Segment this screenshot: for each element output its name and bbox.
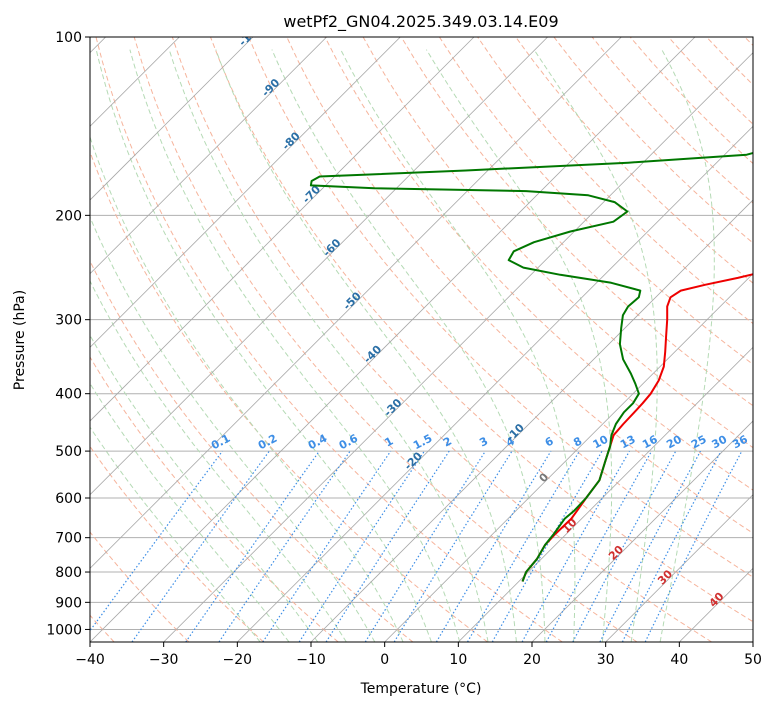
isotherm-line bbox=[90, 37, 696, 642]
mixing-ratio-label: 36 bbox=[730, 433, 750, 452]
dry-adiabat bbox=[90, 150, 488, 642]
mixing-ratio-line bbox=[599, 450, 702, 642]
dry-adiabat bbox=[95, 37, 563, 642]
isotherms bbox=[90, 37, 753, 642]
dry-adiabat bbox=[210, 37, 753, 623]
mixing-ratio-line bbox=[521, 450, 631, 642]
y-tick-label: 100 bbox=[55, 30, 82, 46]
y-tick-label: 1000 bbox=[46, 622, 82, 638]
mixing-ratio-line bbox=[491, 450, 603, 642]
sounding-profiles bbox=[309, 151, 753, 582]
mixing-ratio-label: 25 bbox=[689, 433, 709, 452]
moist-adiabat bbox=[168, 49, 489, 642]
isotherm-line bbox=[163, 52, 753, 642]
x-tick-label: 0 bbox=[380, 652, 389, 668]
dry-adiabat bbox=[171, 37, 712, 642]
x-tick-label: −30 bbox=[149, 652, 179, 668]
mixing-ratio-line bbox=[466, 450, 580, 642]
y-axis-label: Pressure (hPa) bbox=[12, 290, 28, 390]
mixing-ratio-line bbox=[218, 450, 351, 642]
mixing-ratio-line bbox=[90, 450, 223, 632]
isotherm-line bbox=[531, 420, 753, 642]
isotherm-label: -100 bbox=[236, 20, 265, 49]
pressure-grid bbox=[90, 37, 753, 630]
isotherm-line bbox=[90, 37, 401, 348]
isotherm-line bbox=[237, 125, 753, 642]
adiabats bbox=[90, 37, 753, 642]
y-tick-label: 700 bbox=[55, 531, 82, 547]
moist-adiabat bbox=[533, 49, 658, 642]
x-tick-label: −40 bbox=[75, 652, 105, 668]
mixing-ratio-line bbox=[644, 450, 743, 642]
mixing-ratio-label: 20 bbox=[664, 433, 684, 452]
isotherm-line bbox=[90, 37, 622, 569]
x-tick-label: −10 bbox=[296, 652, 326, 668]
y-tick-label: 200 bbox=[55, 208, 82, 224]
isotherm-line bbox=[90, 37, 327, 275]
isotherm-line bbox=[90, 37, 548, 496]
mixing-ratio-line bbox=[325, 450, 450, 642]
isotherm-line bbox=[384, 273, 753, 642]
dry-adiabat bbox=[90, 356, 339, 642]
isotherm-line bbox=[605, 494, 753, 642]
mixing-ratio-label: 13 bbox=[618, 433, 638, 452]
dry-adiabat bbox=[324, 37, 753, 491]
moist-adiabat bbox=[95, 49, 432, 642]
x-tick-label: 20 bbox=[523, 652, 541, 668]
x-tick-label: 50 bbox=[744, 652, 762, 668]
x-tick-label: 30 bbox=[597, 652, 615, 668]
mixing-ratio-lines bbox=[90, 450, 743, 642]
y-tick-label: 500 bbox=[55, 444, 82, 460]
isotherm-line bbox=[90, 37, 254, 201]
moist-adiabat bbox=[659, 49, 715, 642]
y-tick-label: 900 bbox=[55, 595, 82, 611]
mixing-ratio-line bbox=[435, 450, 552, 642]
mixing-ratio-line bbox=[364, 450, 486, 642]
mixing-ratio-line bbox=[572, 450, 677, 642]
mixing-ratio-line bbox=[545, 450, 653, 642]
plot-frame bbox=[89, 36, 754, 643]
chart-title: wetPf2_GN04.2025.349.03.14.E09 bbox=[283, 12, 558, 32]
mixing-ratio-label: 30 bbox=[710, 433, 730, 452]
dry-adiabat bbox=[90, 445, 264, 642]
moist-adiabat bbox=[90, 215, 376, 642]
moist-adiabat bbox=[90, 334, 319, 642]
plot-area: 0.10.20.40.611.52346810131620253036-100-… bbox=[90, 20, 753, 642]
dry-adiabat bbox=[133, 37, 638, 642]
dry-adiabat bbox=[90, 531, 190, 642]
y-tick-label: 400 bbox=[55, 387, 82, 403]
dry-adiabat bbox=[438, 37, 753, 366]
mixing-ratio-label: 10 bbox=[591, 433, 611, 452]
dry-adiabat bbox=[248, 37, 753, 578]
y-axis: 100 200 300 400 500 600 700 800 900 1000 bbox=[46, 30, 90, 638]
dry-adiabat bbox=[515, 37, 753, 284]
moist-adiabat bbox=[271, 49, 546, 642]
x-tick-label: 40 bbox=[670, 652, 688, 668]
mixing-ratio-line bbox=[621, 450, 722, 642]
x-axis-label: Temperature (°C) bbox=[360, 681, 482, 697]
moist-adiabat bbox=[129, 49, 461, 642]
x-axis: −40 −30 −20 −10 0 10 20 30 40 50 bbox=[75, 642, 762, 668]
mixing-ratio-line bbox=[131, 450, 270, 642]
x-tick-label: −20 bbox=[223, 652, 253, 668]
mixing-ratio-label: 16 bbox=[640, 433, 660, 452]
moist-adiabat bbox=[90, 279, 347, 642]
dewpoint-profile bbox=[309, 151, 753, 582]
moist-adiabat bbox=[90, 135, 404, 642]
moist-adiabat bbox=[340, 49, 576, 642]
mixing-ratio-line bbox=[262, 450, 392, 642]
mixing-ratio-line bbox=[298, 450, 425, 642]
y-tick-label: 600 bbox=[55, 491, 82, 507]
isotherm-line bbox=[458, 346, 753, 642]
isotherm-line bbox=[310, 199, 753, 642]
isotherm-line bbox=[90, 37, 475, 422]
moist-adiabat bbox=[215, 49, 517, 642]
y-tick-label: 300 bbox=[55, 313, 82, 329]
x-tick-label: 10 bbox=[449, 652, 467, 668]
y-tick-label: 800 bbox=[55, 565, 82, 581]
